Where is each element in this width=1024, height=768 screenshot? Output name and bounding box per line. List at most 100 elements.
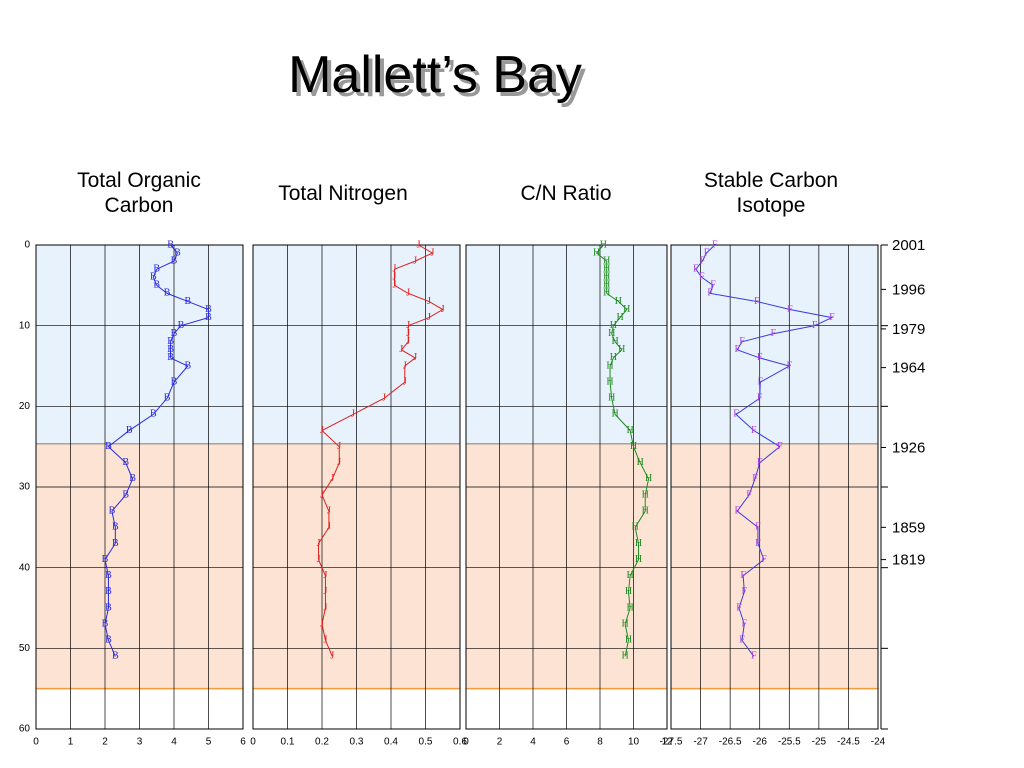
x-tick-label: 8 [597, 737, 603, 748]
point-marker: B [150, 409, 157, 420]
x-tick-label: 0.3 [350, 737, 364, 748]
x-tick-label: -27.5 [660, 737, 683, 748]
point-marker: B [112, 538, 119, 549]
year-label: 1819 [892, 552, 925, 569]
x-tick-label: 2 [102, 737, 108, 748]
x-tick-label: 12 [661, 737, 673, 748]
point-marker: H [637, 457, 644, 468]
point-marker: J [403, 376, 407, 387]
point-marker: B [184, 360, 191, 371]
point-marker: J [399, 344, 403, 355]
point-marker: H [642, 489, 649, 500]
panel-frame [465, 244, 668, 730]
point-marker: B [171, 376, 178, 387]
y-tick-label: 40 [19, 562, 31, 573]
point-marker: F [693, 263, 699, 274]
x-tick-label: 0 [33, 737, 39, 748]
point-marker: F [751, 425, 757, 436]
y-tick-label: 50 [19, 643, 31, 654]
point-marker: B [164, 393, 171, 404]
point-marker: F [757, 352, 763, 363]
point-marker: F [704, 247, 710, 258]
point-marker: F [710, 280, 716, 291]
point-marker: F [699, 272, 705, 283]
point-marker: H [635, 554, 642, 565]
point-marker: B [153, 263, 160, 274]
point-marker: F [787, 304, 793, 315]
x-tick-label: -27 [693, 737, 708, 748]
point-marker: J [403, 360, 407, 371]
point-marker: F [787, 360, 793, 371]
point-marker: J [413, 255, 417, 266]
point-marker: B [102, 554, 109, 565]
point-marker: F [742, 586, 748, 597]
panel-frame [252, 244, 461, 730]
x-tick-label: 0.2 [315, 737, 329, 748]
x-tick-label: 5 [206, 737, 212, 748]
point-marker: J [317, 554, 321, 565]
x-tick-label: -24 [871, 737, 886, 748]
point-marker: F [739, 635, 745, 646]
point-marker: B [122, 457, 129, 468]
x-tick-label: -25.5 [778, 737, 801, 748]
point-marker: H [618, 344, 625, 355]
point-marker: H [600, 239, 607, 250]
point-marker: H [603, 272, 610, 283]
point-marker: H [603, 288, 610, 299]
point-marker: B [112, 651, 119, 662]
year-label: 1996 [892, 281, 925, 298]
point-marker: J [323, 570, 327, 581]
point-marker: B [178, 320, 185, 331]
point-marker: J [330, 473, 334, 484]
point-marker: F [733, 409, 739, 420]
point-marker: B [153, 280, 160, 291]
y-tick-label: 20 [19, 401, 31, 412]
point-marker: F [771, 328, 777, 339]
point-marker: F [739, 336, 745, 347]
point-marker: F [734, 344, 740, 355]
point-marker: F [757, 457, 763, 468]
point-marker: F [742, 618, 748, 629]
point-marker: F [754, 296, 760, 307]
point-marker: F [751, 651, 757, 662]
point-marker: B [184, 296, 191, 307]
x-tick-label: 10 [628, 737, 640, 748]
x-tick-label: -26.5 [719, 737, 742, 748]
point-marker: J [320, 489, 324, 500]
point-marker: F [761, 554, 767, 565]
x-tick-label: 6 [240, 737, 246, 748]
x-tick-label: 0.5 [419, 737, 433, 748]
point-marker: J [351, 409, 355, 420]
point-marker: F [752, 473, 758, 484]
x-tick-label: 0 [463, 737, 469, 748]
point-marker: J [392, 272, 396, 283]
x-tick-label: 6 [564, 737, 570, 748]
point-marker: J [317, 538, 321, 549]
point-marker: H [606, 360, 613, 371]
point-marker: H [603, 280, 610, 291]
point-marker: J [417, 239, 421, 250]
x-tick-label: 0 [250, 737, 256, 748]
y-tick-label: 0 [24, 240, 30, 251]
point-marker: H [645, 473, 652, 484]
panel-frame [670, 244, 879, 730]
point-marker: B [167, 344, 174, 355]
point-marker: B [105, 586, 112, 597]
x-tick-label: -25 [812, 737, 827, 748]
point-marker: B [105, 635, 112, 646]
point-marker: J [320, 425, 324, 436]
point-marker: B [105, 570, 112, 581]
point-marker: H [616, 312, 623, 323]
panel-title: Stable Carbon Isotope [703, 169, 839, 217]
point-marker: H [606, 376, 613, 387]
series-line [595, 244, 650, 657]
point-marker: F [812, 320, 818, 331]
year-label: 1979 [892, 321, 925, 338]
point-marker: B [205, 304, 212, 315]
point-marker: F [755, 522, 761, 533]
panel-frame [35, 244, 244, 730]
point-marker: H [610, 352, 617, 363]
point-marker: B [205, 312, 212, 323]
point-marker: B [105, 602, 112, 613]
